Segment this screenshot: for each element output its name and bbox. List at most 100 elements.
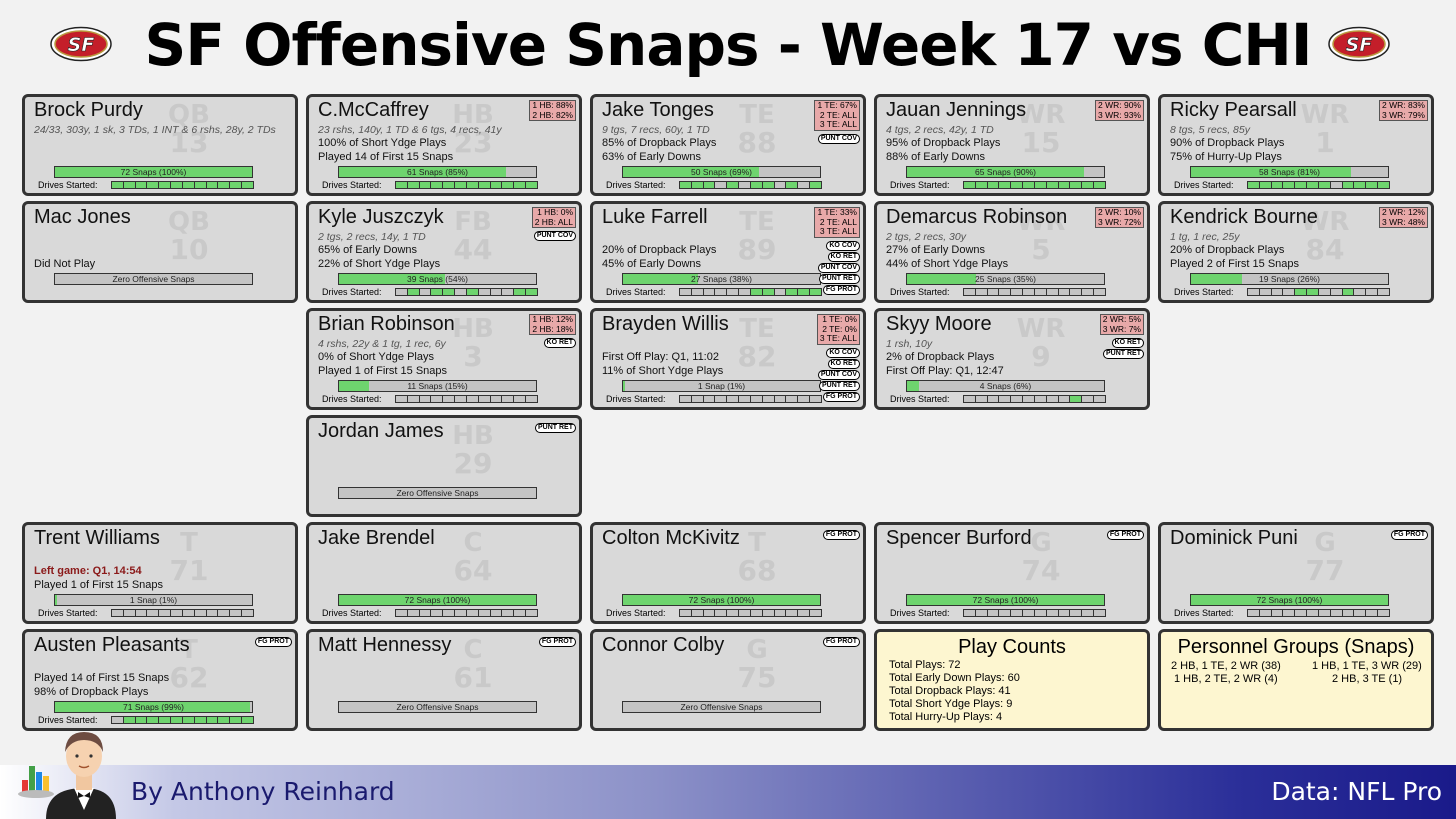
special-teams-badges: KO COV KO RET PUNT COV PUNT RET FG PROT — [817, 240, 860, 295]
drive-not-started — [691, 289, 704, 295]
drive-not-started — [750, 610, 763, 616]
snap-bar: 71 Snaps (99%) — [54, 701, 253, 713]
drives-started-label: Drives Started: — [890, 180, 950, 190]
personnel-pct: 1 TE: 67% — [817, 100, 857, 110]
usage-note: 44% of Short Ydge Plays — [886, 258, 1009, 270]
personnel-pct-box: 1 HB: 88% 2 HB: 82% — [529, 100, 576, 121]
drive-started — [466, 182, 479, 188]
drive-not-started — [1378, 289, 1389, 295]
personnel-pct-box: 1 HB: 12% 2 HB: 18% — [529, 314, 576, 335]
drives-started-strip — [111, 181, 254, 189]
drive-not-started — [727, 610, 740, 616]
usage-note: 20% of Dropback Plays — [602, 244, 717, 256]
drive-started — [1094, 182, 1105, 188]
drive-not-started — [1070, 289, 1083, 295]
snap-bar-fill — [907, 167, 1085, 177]
drive-not-started — [502, 610, 515, 616]
snap-count: 72 Snaps (100%) — [688, 595, 755, 605]
drives-started-label: Drives Started: — [1174, 180, 1234, 190]
drive-not-started — [798, 396, 811, 402]
drive-not-started — [490, 396, 503, 402]
player-card-c-mccaffrey: HB 23 C.McCaffrey 23 rshs, 140y, 1 TD & 6 t… — [306, 94, 582, 196]
player-name: Demarcus Robinson — [886, 206, 1068, 228]
drives-started-label: Drives Started: — [606, 180, 666, 190]
team-logo-right: SF — [1328, 26, 1390, 62]
drive-started — [159, 182, 172, 188]
play-count-line: Total Plays: 72 — [889, 659, 961, 671]
drive-started — [396, 182, 408, 188]
personnel-pct-box: 1 TE: 0% 2 TE: 0% 3 TE: ALL — [816, 314, 860, 345]
drive-started — [182, 717, 195, 723]
special-teams-badges: KO RET — [543, 338, 576, 348]
snap-bar: 25 Snaps (35%) — [906, 273, 1105, 285]
player-card-jordan-james: HB 29 Jordan James PUNT RET Zero Offensive S… — [306, 415, 582, 517]
snap-bar-fill — [623, 381, 625, 391]
jersey-number: 89 — [737, 233, 777, 266]
drive-not-started — [1271, 289, 1284, 295]
drive-started — [1366, 182, 1379, 188]
snap-bar: 72 Snaps (100%) — [622, 594, 821, 606]
personnel-pct: 3 WR: 72% — [1098, 216, 1141, 227]
drive-started — [419, 182, 432, 188]
drives-started-strip — [963, 395, 1106, 403]
personnel-pct-box: 2 WR: 10% 3 WR: 72% — [1095, 207, 1144, 228]
player-name: Kendrick Bourne — [1170, 206, 1318, 228]
snap-bar-fill — [907, 595, 1104, 605]
drive-not-started — [123, 610, 136, 616]
badge-fg-prot: FG PROT — [538, 637, 576, 647]
badge-fg-prot: FG PROT — [822, 284, 860, 295]
jersey-number: 44 — [453, 233, 493, 266]
position-label: HB — [452, 314, 494, 344]
jersey-number: 75 — [737, 661, 777, 694]
player-card-kendrick-bourne: WR 84 Kendrick Bourne 1 tg, 1 rec, 25y 20% o… — [1158, 201, 1434, 303]
snap-bar-fill — [623, 167, 759, 177]
drive-started — [1354, 182, 1367, 188]
drive-started — [455, 182, 467, 188]
drive-not-started — [774, 182, 787, 188]
snap-count: 58 Snaps (81%) — [1259, 167, 1320, 177]
drive-started — [1295, 289, 1308, 295]
badge-fg-prot: FG PROT — [822, 530, 860, 540]
badge-ko-cov: KO COV — [826, 240, 860, 251]
drive-not-started — [171, 610, 183, 616]
personnel-pct: 1 TE: 0% — [822, 314, 857, 324]
snap-bar-fill — [55, 167, 252, 177]
position-label: TE — [739, 314, 775, 344]
personnel-pct: 1 HB: 88% — [532, 100, 573, 110]
drive-not-started — [999, 396, 1012, 402]
drives-started-strip — [111, 609, 254, 617]
stat-line: 9 tgs, 7 recs, 60y, 1 TD — [602, 124, 710, 136]
drive-started — [680, 182, 692, 188]
team-logo-left: SF — [50, 26, 112, 62]
drives-started-strip — [395, 395, 538, 403]
drive-started — [1082, 182, 1095, 188]
drive-started — [431, 182, 444, 188]
personnel-pct-box: 1 HB: 0% 2 HB: ALL — [531, 207, 576, 228]
personnel-group: 1 HB, 2 TE, 2 WR (4) — [1174, 673, 1278, 685]
snap-count: 19 Snaps (26%) — [1259, 274, 1320, 284]
drive-not-started — [194, 610, 207, 616]
drive-not-started — [396, 289, 408, 295]
usage-note: 22% of Short Ydge Plays — [318, 258, 441, 270]
play-counts-title: Play Counts — [958, 636, 1066, 658]
drive-not-started — [987, 396, 1000, 402]
drive-not-started — [964, 396, 976, 402]
snap-bar: 61 Snaps (85%) — [338, 166, 537, 178]
drive-started — [1342, 182, 1355, 188]
drive-not-started — [975, 610, 988, 616]
drive-not-started — [987, 610, 1000, 616]
special-teams-badges: PUNT COV — [817, 133, 860, 144]
drive-started — [147, 182, 160, 188]
drive-not-started — [455, 396, 467, 402]
drive-not-started — [999, 610, 1012, 616]
drive-not-started — [1248, 610, 1260, 616]
drive-started — [242, 182, 253, 188]
jersey-number: 88 — [737, 126, 777, 159]
drive-not-started — [1259, 610, 1272, 616]
jersey-number: 62 — [169, 661, 209, 694]
drive-started — [135, 182, 148, 188]
usage-note: 95% of Dropback Plays — [886, 137, 1001, 149]
drive-started — [123, 182, 136, 188]
drive-not-started — [502, 396, 515, 402]
snap-bar-fill — [339, 595, 536, 605]
